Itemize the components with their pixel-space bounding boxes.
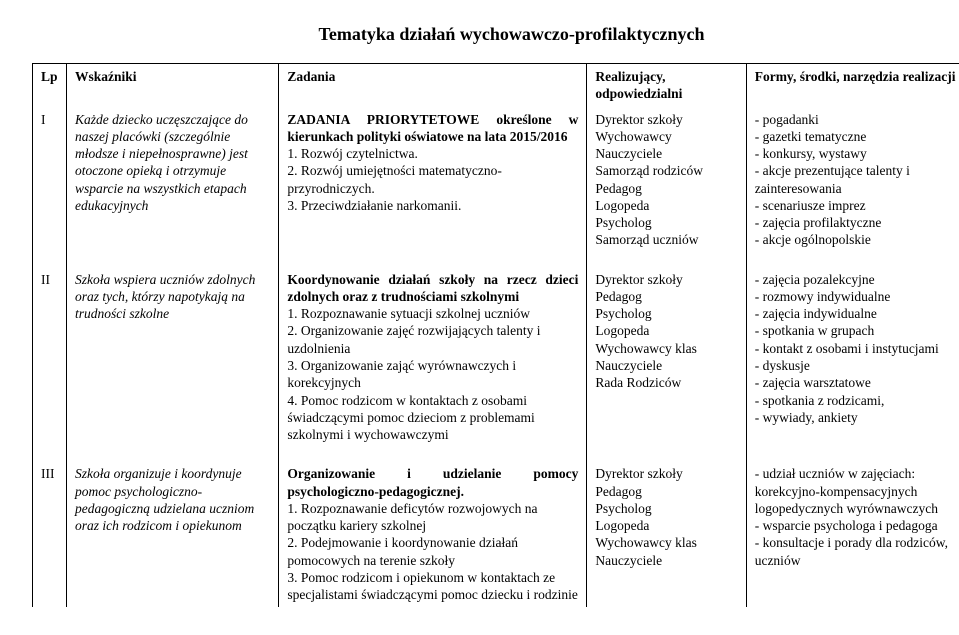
realizujacy-item: Psycholog — [595, 214, 737, 231]
zadania-item: 3. Przeciwdziałanie narkomanii. — [287, 197, 578, 214]
cell-wskazniki: Każde dziecko uczęszczające do naszej pl… — [66, 107, 278, 253]
col-header-realizujacy: Realizujący, odpowiedzialni — [587, 64, 746, 107]
cell-lp: III — [33, 461, 67, 607]
realizujacy-item: Rada Rodziców — [595, 374, 737, 391]
realizujacy-item: Logopeda — [595, 322, 737, 339]
realizujacy-item: Nauczyciele — [595, 552, 737, 569]
col-header-formy: Formy, środki, narzędzia realizacji — [746, 64, 959, 107]
formy-item: - dyskusje — [755, 357, 959, 374]
realizujacy-item: Pedagog — [595, 483, 737, 500]
zadania-item: 2. Organizowanie zajęć rozwijających tal… — [287, 322, 578, 357]
row-spacer — [33, 447, 959, 461]
formy-item: - wsparcie psychologa i pedagoga — [755, 517, 959, 534]
cell-formy: - zajęcia pozalekcyjne- rozmowy indywidu… — [746, 267, 959, 448]
cell-zadania: Koordynowanie działań szkoły na rzecz dz… — [279, 267, 587, 448]
cell-realizujacy: Dyrektor szkołyPedagogPsychologLogopedaW… — [587, 461, 746, 607]
table-header-row: Lp Wskaźniki Zadania Realizujący, odpowi… — [33, 64, 959, 107]
zadania-item: 3. Pomoc rodzicom i opiekunom w kontakta… — [287, 569, 578, 604]
zadania-lead: Koordynowanie działań szkoły na rzecz dz… — [287, 271, 578, 306]
formy-item: - wywiady, ankiety — [755, 409, 959, 426]
cell-lp: I — [33, 107, 67, 253]
page-title: Tematyka działań wychowawczo-profilaktyc… — [32, 24, 959, 45]
zadania-lead: ZADANIA PRIORYTETOWE określone w kierunk… — [287, 111, 578, 146]
formy-item: - pogadanki — [755, 111, 959, 128]
formy-item: - akcje prezentujące talenty i zainteres… — [755, 162, 959, 197]
realizujacy-item: Logopeda — [595, 517, 737, 534]
table-row: IISzkoła wspiera uczniów zdolnych oraz t… — [33, 267, 959, 448]
cell-formy: - pogadanki- gazetki tematyczne- konkurs… — [746, 107, 959, 253]
zadania-item: 3. Organizowanie zająć wyrównawczych i k… — [287, 357, 578, 392]
realizujacy-item: Psycholog — [595, 500, 737, 517]
cell-formy: - udział uczniów w zajęciach: korekcyjno… — [746, 461, 959, 607]
realizujacy-item: Samorząd uczniów — [595, 231, 737, 248]
zadania-item: 2. Podejmowanie i koordynowanie działań … — [287, 534, 578, 569]
cell-realizujacy: Dyrektor szkołyPedagogPsychologLogopedaW… — [587, 267, 746, 448]
zadania-item: 1. Rozwój czytelnictwa. — [287, 145, 578, 162]
formy-item: - zajęcia warsztatowe — [755, 374, 959, 391]
realizujacy-item: Logopeda — [595, 197, 737, 214]
col-header-wskazniki: Wskaźniki — [66, 64, 278, 107]
zadania-item: 4. Pomoc rodzicom w kontaktach z osobami… — [287, 392, 578, 444]
formy-item: - scenariusze imprez — [755, 197, 959, 214]
realizujacy-item: Pedagog — [595, 180, 737, 197]
formy-item: - zajęcia profilaktyczne — [755, 214, 959, 231]
realizujacy-item: Wychowawcy klas — [595, 340, 737, 357]
realizujacy-item: Samorząd rodziców — [595, 162, 737, 179]
formy-item: - konsultacje i porady dla rodziców, ucz… — [755, 534, 959, 569]
cell-zadania: Organizowanie i udzielanie pomocy psycho… — [279, 461, 587, 607]
zadania-item: 1. Rozpoznawanie deficytów rozwojowych n… — [287, 500, 578, 535]
formy-item: - zajęcia indywidualne — [755, 305, 959, 322]
zadania-lead: Organizowanie i udzielanie pomocy psycho… — [287, 465, 578, 500]
formy-item: - kontakt z osobami i instytucjami — [755, 340, 959, 357]
table-row: IIISzkoła organizuje i koordynuje pomoc … — [33, 461, 959, 607]
formy-item: - gazetki tematyczne — [755, 128, 959, 145]
formy-item: - rozmowy indywidualne — [755, 288, 959, 305]
formy-item: - spotkania w grupach — [755, 322, 959, 339]
realizujacy-item: Nauczyciele — [595, 145, 737, 162]
cell-lp: II — [33, 267, 67, 448]
formy-item: - spotkania z rodzicami, — [755, 392, 959, 409]
table-row: IKażde dziecko uczęszczające do naszej p… — [33, 107, 959, 253]
row-spacer — [33, 253, 959, 267]
cell-wskazniki: Szkoła organizuje i koordynuje pomoc psy… — [66, 461, 278, 607]
realizujacy-item: Nauczyciele — [595, 357, 737, 374]
formy-item: - akcje ogólnopolskie — [755, 231, 959, 248]
realizujacy-item: Wychowawcy — [595, 128, 737, 145]
formy-item: - konkursy, wystawy — [755, 145, 959, 162]
formy-item: - udział uczniów w zajęciach: korekcyjno… — [755, 465, 959, 517]
realizujacy-item: Dyrektor szkoły — [595, 111, 737, 128]
realizujacy-item: Psycholog — [595, 305, 737, 322]
cell-realizujacy: Dyrektor szkołyWychowawcyNauczycieleSamo… — [587, 107, 746, 253]
zadania-item: 1. Rozpoznawanie sytuacji szkolnej uczni… — [287, 305, 578, 322]
formy-item: - zajęcia pozalekcyjne — [755, 271, 959, 288]
realizujacy-item: Wychowawcy klas — [595, 534, 737, 551]
main-table: Lp Wskaźniki Zadania Realizujący, odpowi… — [32, 63, 959, 607]
realizujacy-item: Pedagog — [595, 288, 737, 305]
realizujacy-item: Dyrektor szkoły — [595, 465, 737, 482]
col-header-lp: Lp — [33, 64, 67, 107]
zadania-item: 2. Rozwój umiejętności matematyczno-przy… — [287, 162, 578, 197]
cell-zadania: ZADANIA PRIORYTETOWE określone w kierunk… — [279, 107, 587, 253]
col-header-zadania: Zadania — [279, 64, 587, 107]
cell-wskazniki: Szkoła wspiera uczniów zdolnych oraz tyc… — [66, 267, 278, 448]
realizujacy-item: Dyrektor szkoły — [595, 271, 737, 288]
